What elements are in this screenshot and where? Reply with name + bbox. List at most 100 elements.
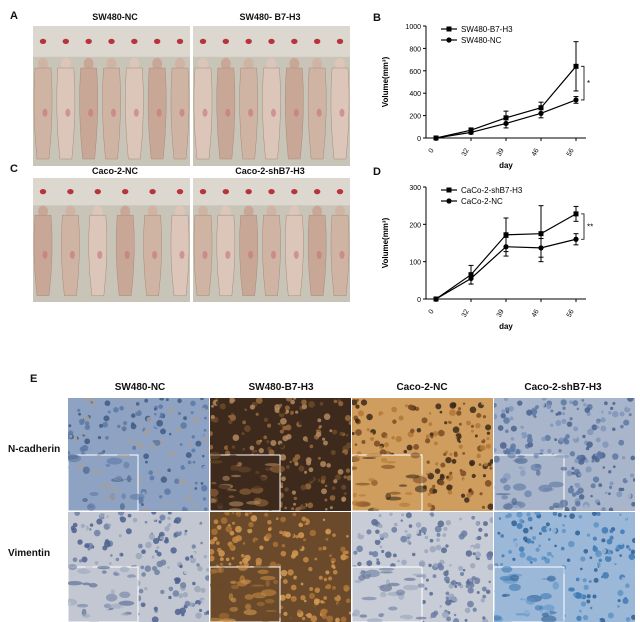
- photo-label-sw480-b7h3: SW480- B7-H3: [239, 12, 301, 22]
- legend-label: SW480-B7-H3: [461, 25, 513, 34]
- legend-label: CaCo-2-shB7-H3: [461, 186, 523, 195]
- ihc-inset: [210, 564, 282, 622]
- ihc-inset: [352, 566, 427, 622]
- data-point: [503, 232, 509, 238]
- ihc-col-label-caco2-nc: Caco-2-NC: [396, 382, 448, 393]
- data-point: [573, 63, 579, 69]
- panel-letter-c: C: [10, 163, 18, 175]
- data-point: [468, 275, 474, 282]
- ihc-col-label-sw480-nc: SW480-NC: [114, 382, 166, 393]
- mouse-photo-sw480-nc: [33, 26, 190, 166]
- significance-label: *: [587, 79, 590, 88]
- tumor-specimen: [313, 189, 321, 195]
- ihc-tile-vimentin-2: [210, 512, 351, 622]
- ihc-inset: [68, 453, 145, 511]
- tumor-specimen: [268, 38, 275, 44]
- x-tick-label: 56: [566, 308, 576, 318]
- y-tick-label: 600: [409, 69, 421, 76]
- mouse-photo-caco2-shb7h3: [193, 178, 350, 302]
- ihc-col-label-caco2-shb7h3: Caco-2-shB7-H3: [524, 382, 602, 393]
- y-tick-label: 800: [409, 46, 421, 53]
- y-tick-label: 1000: [405, 24, 421, 31]
- tumor-volume-chart-b: 0 200 400 600 800 1000 0 32 39 46 56 day Volume(mm³)…: [381, 24, 590, 170]
- tumor-specimen: [199, 189, 207, 195]
- y-axis-label: Volume(mm³): [381, 217, 390, 268]
- ihc-inset: [352, 452, 428, 511]
- ihc-inset: [494, 452, 570, 511]
- mouse-photo-sw480-b7h3: [193, 26, 350, 166]
- x-tick-label: 46: [531, 308, 541, 318]
- photo-label-caco2-shb7h3: Caco-2-shB7-H3: [235, 166, 305, 176]
- tumor-specimen: [67, 189, 74, 195]
- y-tick-label: 300: [409, 185, 421, 192]
- tumor-specimen: [176, 38, 184, 44]
- panel-letter-d: D: [373, 166, 381, 178]
- tumor-specimen: [85, 38, 92, 44]
- y-tick-label: 200: [409, 222, 421, 229]
- ihc-tile-n-cadherin-2: [210, 398, 351, 511]
- y-tick-label: 400: [409, 91, 421, 98]
- ihc-tile-n-cadherin-1: [68, 398, 209, 511]
- ihc-tile-vimentin-4: [494, 512, 635, 622]
- tumor-specimen: [108, 38, 115, 44]
- y-tick-label: 200: [409, 114, 421, 121]
- data-point: [503, 244, 509, 250]
- tumor-specimen: [94, 189, 101, 195]
- ihc-inset: [68, 563, 144, 622]
- legend-marker: [446, 37, 452, 43]
- legend-marker: [446, 26, 452, 32]
- y-tick-label: 0: [417, 297, 421, 304]
- tumor-specimen: [131, 38, 138, 44]
- x-tick-label: 46: [531, 147, 541, 157]
- data-point: [538, 110, 544, 116]
- ihc-tile-vimentin-3: [352, 512, 493, 622]
- tumor-specimen: [122, 189, 129, 195]
- x-tick-label: 39: [496, 147, 506, 157]
- tumor-specimen: [291, 189, 298, 195]
- tumor-specimen: [39, 38, 47, 44]
- legend-label: SW480-NC: [461, 36, 502, 45]
- tumor-specimen: [222, 189, 230, 195]
- x-tick-label: 0: [428, 147, 436, 154]
- tumor-specimen: [39, 189, 47, 195]
- x-tick-label: 39: [496, 308, 506, 318]
- x-tick-label: 32: [461, 308, 471, 318]
- ihc-tile-vimentin-1: [68, 512, 209, 622]
- data-point: [573, 97, 579, 103]
- significance-bracket: [581, 65, 585, 101]
- tumor-specimen: [153, 38, 161, 44]
- y-axis-label: Volume(mm³): [381, 56, 390, 107]
- x-axis-label: day: [499, 161, 513, 170]
- legend-label: CaCo-2-NC: [461, 197, 503, 206]
- tumor-specimen: [176, 189, 184, 195]
- legend-marker: [446, 198, 452, 204]
- legend-marker: [446, 187, 452, 193]
- tumor-specimen: [336, 189, 344, 195]
- data-point: [538, 245, 544, 251]
- data-point: [503, 115, 509, 121]
- panel-letter-e: E: [30, 373, 38, 385]
- ihc-inset: [494, 565, 567, 622]
- panel-letter-b: B: [373, 12, 381, 24]
- x-tick-label: 0: [428, 308, 436, 315]
- tumor-specimen: [245, 189, 252, 195]
- photo-label-sw480-nc: SW480-NC: [92, 12, 138, 22]
- x-tick-label: 56: [566, 147, 576, 157]
- tumor-specimen: [149, 189, 156, 195]
- data-point: [538, 231, 544, 237]
- tumor-specimen: [336, 38, 344, 44]
- tumor-specimen: [62, 38, 70, 44]
- ihc-tile-n-cadherin-4: [494, 398, 635, 511]
- y-tick-label: 100: [409, 260, 421, 267]
- ihc-col-label-sw480-b7h3: SW480-B7-H3: [248, 382, 314, 393]
- data-point: [468, 129, 474, 135]
- data-point: [503, 120, 509, 127]
- tumor-specimen: [313, 38, 321, 44]
- data-point: [538, 105, 544, 111]
- ihc-tile-n-cadherin-3: [352, 398, 493, 511]
- data-point: [573, 236, 579, 242]
- significance-bracket: [581, 213, 585, 240]
- tumor-specimen: [291, 38, 298, 44]
- tumor-specimen: [199, 38, 207, 44]
- tumor-volume-chart-d: 0 100 200 300 0 32 39 46 56 day Volume(mm³) CaCo-2-…: [381, 185, 593, 331]
